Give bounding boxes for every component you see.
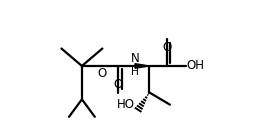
Polygon shape <box>135 64 149 68</box>
Text: H: H <box>131 67 139 77</box>
Text: O: O <box>114 78 123 91</box>
Text: O: O <box>97 67 106 80</box>
Text: O: O <box>162 41 172 54</box>
Text: N: N <box>131 52 139 65</box>
Text: OH: OH <box>187 59 205 72</box>
Text: HO: HO <box>117 98 135 111</box>
